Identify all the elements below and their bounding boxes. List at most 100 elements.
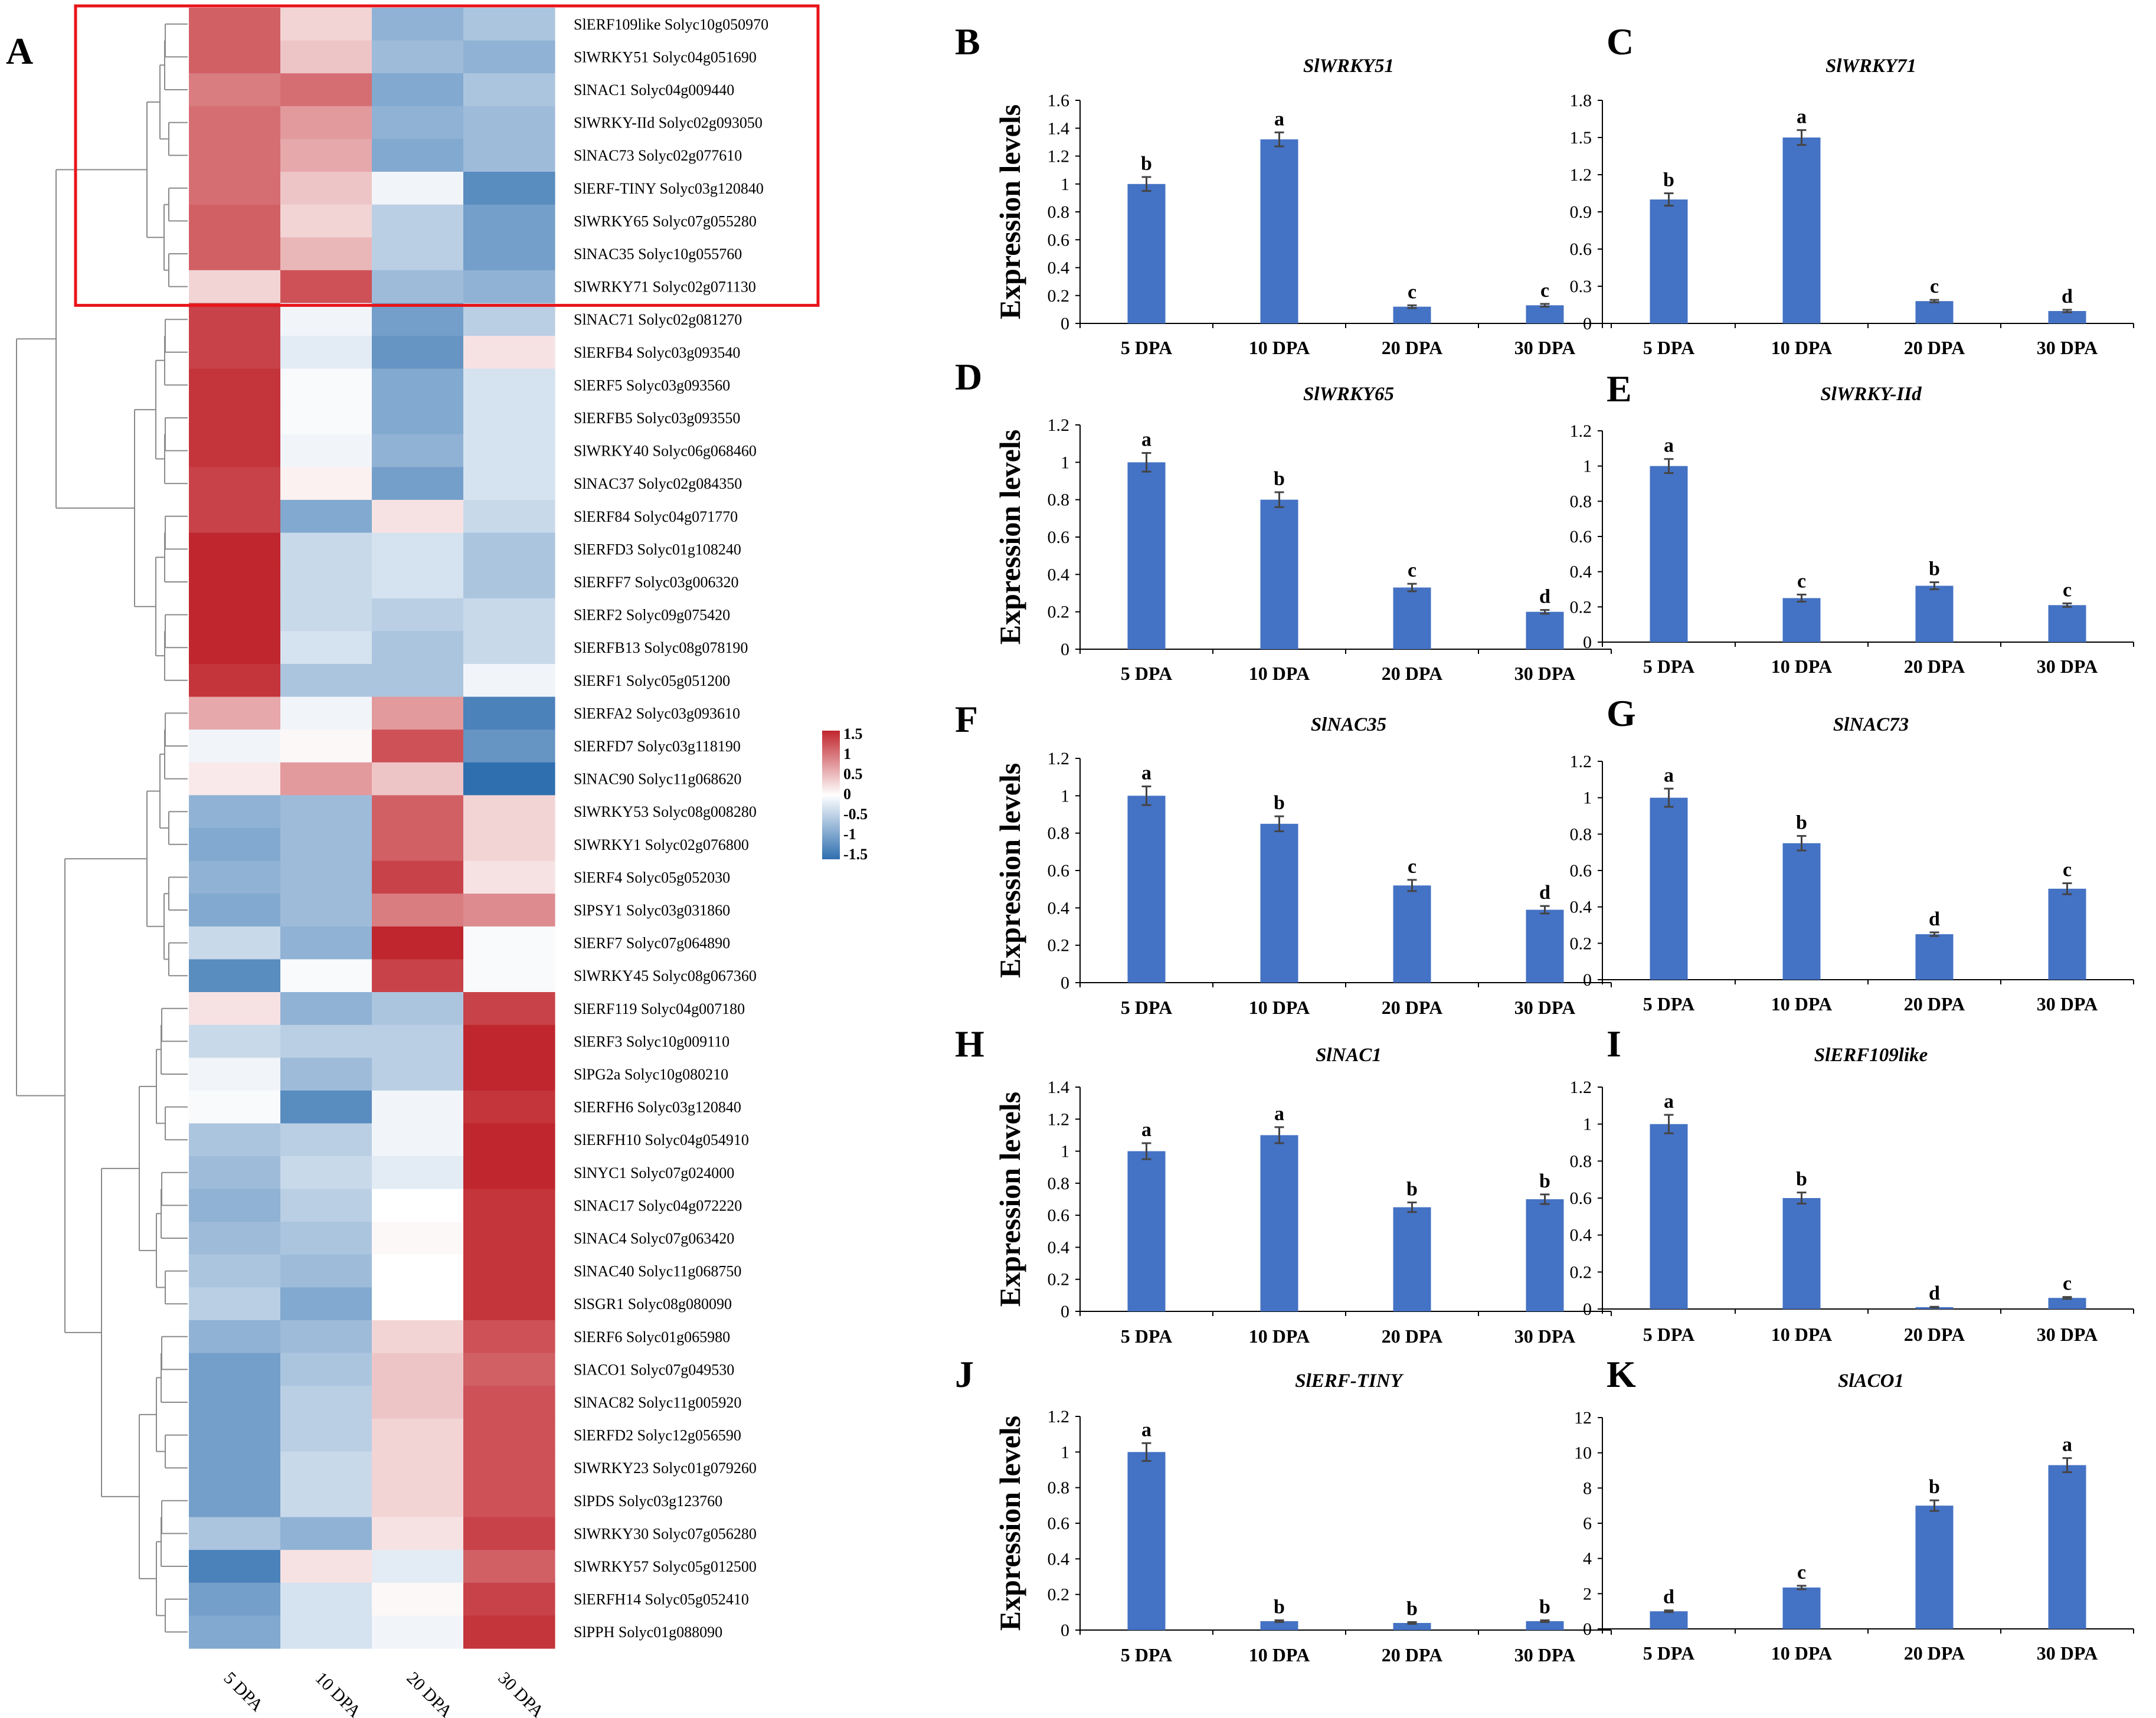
heatmap-cell [372,434,464,467]
heatmap-cell [372,204,464,238]
gene-row-label: SlNAC73 Solyc02g077610 [574,147,742,164]
y-tick-label: 0.8 [1570,824,1592,844]
significance-letter: a [1664,1091,1674,1112]
bar [1526,1199,1564,1311]
y-tick-label: 0.8 [1048,1478,1070,1498]
y-tick-label: 0 [1061,1302,1069,1321]
gene-row-label: SlERF84 Solyc04g071770 [574,508,738,525]
x-tick-label: 20 DPA [1382,1326,1442,1347]
heatmap-cell [189,73,281,107]
significance-letter: b [1796,1169,1807,1190]
heatmap-cell [463,204,555,238]
y-tick-label: 0 [1583,970,1592,990]
bar [2048,1298,2086,1309]
heatmap-cell [280,926,372,960]
heatmap-cell [280,1615,372,1649]
y-tick-label: 0.6 [1570,861,1592,881]
x-tick-label: 30 DPA [1514,337,1575,358]
x-tick-label: 30 DPA [1514,1326,1575,1347]
bar [1782,598,1821,642]
gene-row-label: SlSGR1 Solyc08g080090 [574,1295,732,1313]
heatmap-cell [463,959,555,993]
x-tick-label: 10 DPA [1771,656,1832,677]
heatmap-cell [463,795,555,829]
heatmap-cell [463,926,555,960]
heatmap-cell [189,1550,281,1583]
heatmap-cell [372,532,464,566]
heatmap-cell [463,336,555,369]
x-tick-label: 5 DPA [1121,997,1172,1018]
heatmap-cell [189,1058,281,1091]
significance-letter: c [2063,859,2072,881]
significance-letter: a [1141,763,1151,784]
bar [1526,611,1564,649]
significance-letter: a [1797,106,1807,127]
y-tick-label: 0.8 [1048,202,1070,222]
heatmap-cell [463,8,555,41]
heatmap-cell [463,1189,555,1222]
y-tick-label: 1.6 [1048,91,1070,110]
heatmap-cell [463,73,555,107]
y-tick-label: 1.4 [1048,119,1070,138]
dendrogram [16,23,188,1633]
heatmap-cell [189,565,281,599]
heatmap-cell [280,860,372,894]
heatmap-cell [280,204,372,238]
x-tick-label: 5 DPA [1643,993,1694,1015]
y-tick-label: 0.8 [1048,824,1070,843]
heatmap-cell [189,992,281,1026]
gene-row-label: SlERFF7 Solyc03g006320 [574,574,739,591]
gene-row-label: SlWRKY1 Solyc02g076800 [574,836,749,853]
bar [1127,1151,1166,1311]
x-tick-label: 10 DPA [1771,993,1832,1015]
bar-chart-k: K SlACO1 0 2 4 6 8 10 12 d 5 DPA c 10 DPA b 20 DPA a 30 … [1574,1353,2134,1664]
heatmap-cell [372,926,464,960]
significance-letter: d [1539,586,1550,608]
x-tick-label: 20 DPA [1904,1642,1965,1664]
heatmap-cell [463,1025,555,1058]
bar [1393,1207,1431,1311]
y-tick-label: 1.2 [1570,1078,1592,1097]
heatmap-cell [280,1156,372,1190]
heatmap-cell [372,1451,464,1485]
y-tick-label: 0 [1583,633,1592,652]
y-tick-label: 6 [1583,1514,1592,1533]
heatmap-cell [280,565,372,599]
heatmap-cell [463,368,555,402]
significance-letter: b [1406,1178,1418,1200]
heatmap-cell [372,762,464,796]
gene-row-label: SlERF2 Solyc09g075420 [574,607,730,624]
significance-letter: c [2063,1273,2072,1295]
heatmap-cell [280,1320,372,1354]
chart-title: SlERF-TINY [1295,1370,1403,1392]
bar [1393,306,1431,323]
x-tick-label: 10 DPA [1249,1644,1310,1665]
heatmap-cell [463,729,555,763]
x-tick-label: 10 DPA [1249,663,1310,684]
heatmap-cell [189,1615,281,1649]
heatmap-cell [280,696,372,730]
y-tick-label: 0 [1583,1619,1592,1639]
heatmap-cell [372,106,464,139]
heatmap-cell [280,40,372,74]
heatmap-cell [280,1123,372,1157]
heatmap-cell [463,860,555,894]
bar [1915,1506,1954,1629]
significance-letter: b [1406,1598,1418,1619]
y-tick-label: 0.2 [1048,1270,1070,1290]
y-tick-label: 1.2 [1048,147,1070,166]
heatmap-cell [280,368,372,402]
heatmap-cell [280,1353,372,1386]
y-tick-label: 1 [1583,1115,1592,1134]
x-tick-label: 30 DPA [2037,656,2098,677]
heatmap-cell [372,860,464,894]
chart-title: SlWRKY71 [1825,55,1916,77]
y-tick-label: 12 [1574,1408,1592,1428]
x-tick-label: 10 DPA [1771,337,1832,358]
gene-row-label: SlERF1 Solyc05g051200 [574,672,730,689]
gene-row-label: SlERF109like Solyc10g050970 [574,16,768,33]
heatmap-cell [189,336,281,369]
heatmap-cell [372,1189,464,1222]
heatmap-cell [280,828,372,862]
heatmap-cell [463,894,555,927]
